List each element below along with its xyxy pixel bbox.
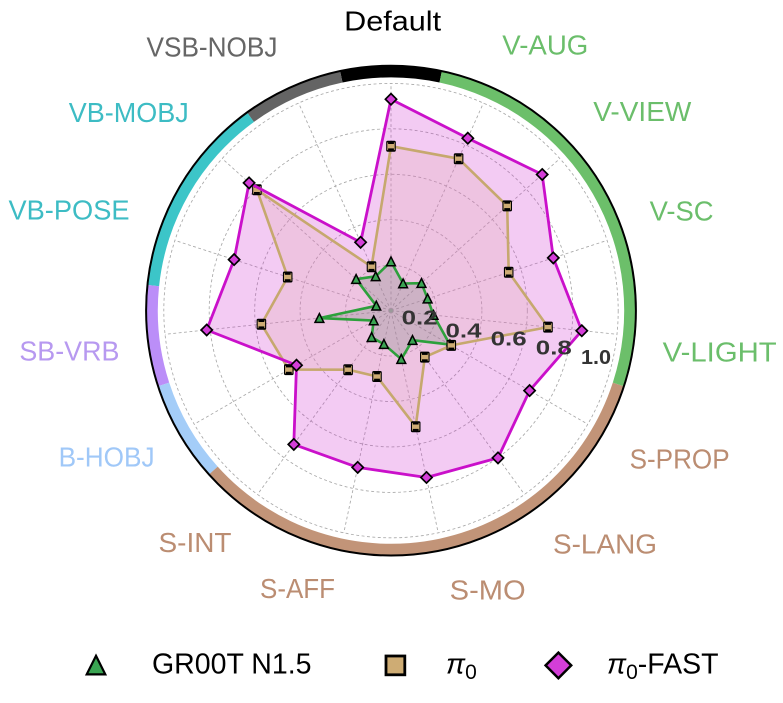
svg-text:S-MO: S-MO	[450, 574, 526, 605]
svg-text:V-SC: V-SC	[650, 196, 714, 227]
svg-text:0.2: 0.2	[402, 307, 438, 330]
svg-text:0.4: 0.4	[446, 319, 483, 342]
svg-text:S-AFF: S-AFF	[260, 573, 335, 604]
svg-text:V-LIGHT: V-LIGHT	[663, 336, 777, 367]
svg-text:V-AUG: V-AUG	[502, 30, 588, 61]
svg-text:B-HOBJ: B-HOBJ	[59, 441, 155, 472]
svg-text:SB-VRB: SB-VRB	[19, 336, 119, 367]
svg-text:1.0: 1.0	[581, 346, 611, 369]
svg-text:Default: Default	[344, 6, 441, 37]
svg-text:0.6: 0.6	[491, 327, 527, 350]
svg-text:VSB-NOBJ: VSB-NOBJ	[147, 32, 278, 63]
svg-text:V-VIEW: V-VIEW	[593, 96, 692, 127]
svg-text:S-INT: S-INT	[159, 527, 232, 558]
svg-text:GR00T N1.5: GR00T N1.5	[152, 649, 311, 681]
svg-text:π0-FAST: π0-FAST	[607, 649, 719, 685]
svg-text:S-PROP: S-PROP	[630, 444, 730, 475]
svg-text:S-LANG: S-LANG	[553, 528, 657, 559]
svg-text:0.8: 0.8	[536, 336, 572, 359]
svg-text:VB-MOBJ: VB-MOBJ	[69, 97, 189, 128]
svg-text:VB-POSE: VB-POSE	[9, 195, 130, 226]
svg-text:π0: π0	[446, 649, 477, 685]
